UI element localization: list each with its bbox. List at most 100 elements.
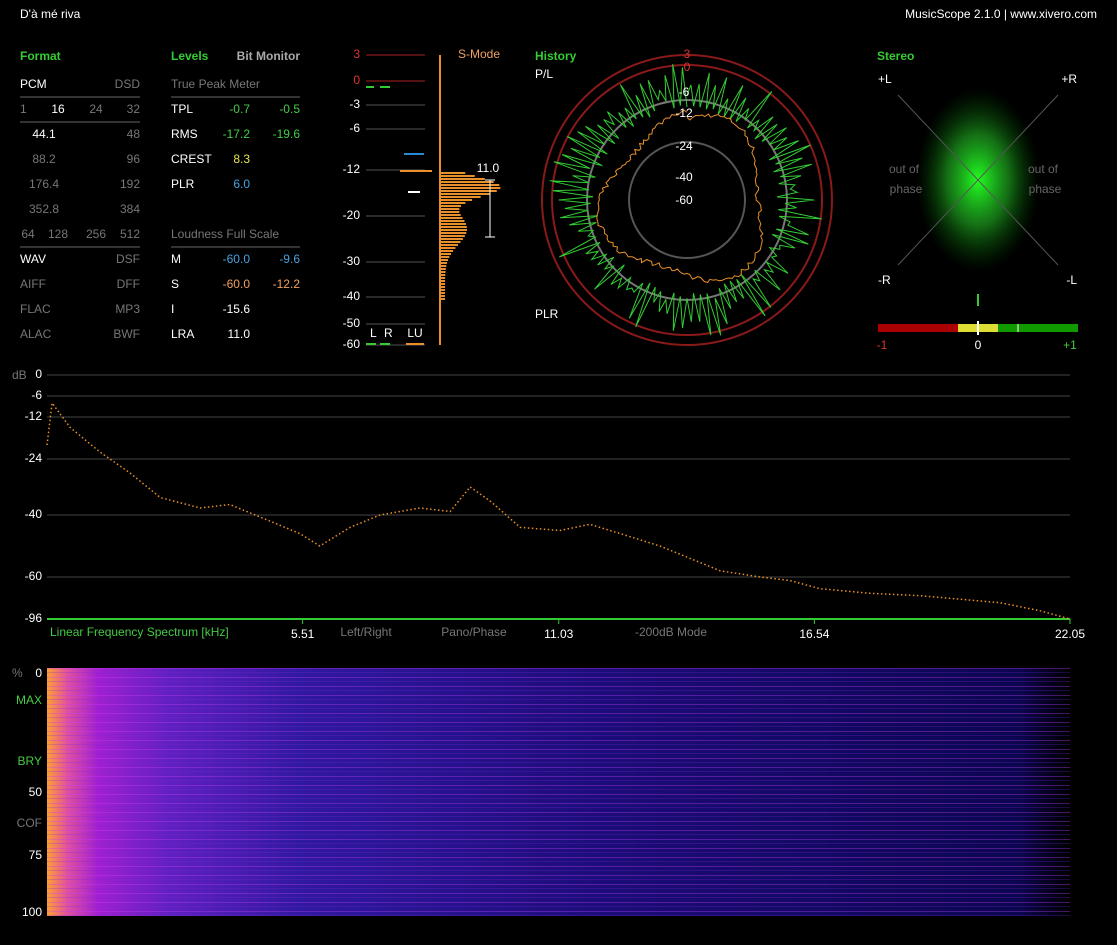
app-name: MusicScope 2.1.0 | www.xivero.com bbox=[905, 7, 1097, 21]
format-cell: 96 bbox=[127, 152, 141, 166]
meter-hist bbox=[441, 244, 458, 246]
phase-label: phase bbox=[890, 182, 923, 196]
meter-tick-label: -60 bbox=[343, 337, 361, 351]
phase-label: phase bbox=[1029, 182, 1062, 196]
spectrogram-label: 100 bbox=[22, 905, 42, 919]
stereo-corner: -L bbox=[1066, 273, 1077, 287]
meter-hist bbox=[441, 211, 460, 213]
panel-title: History bbox=[535, 49, 577, 63]
y-tick-label: -6 bbox=[31, 388, 42, 402]
meter-hist bbox=[441, 172, 466, 174]
stereo-corner: +R bbox=[1061, 72, 1077, 86]
level-cell: 6.0 bbox=[233, 177, 250, 191]
x-tick-label: 16.54 bbox=[799, 627, 829, 641]
meter-hist bbox=[441, 283, 446, 285]
axis-unit: dB bbox=[12, 368, 27, 382]
history-label: PLR bbox=[535, 307, 559, 321]
level-cell: RMS bbox=[171, 127, 198, 141]
ring-label: -24 bbox=[675, 139, 693, 153]
y-tick-label: -24 bbox=[25, 451, 43, 465]
level-cell: CREST bbox=[171, 152, 212, 166]
mode-button[interactable]: -200dB Mode bbox=[635, 625, 707, 639]
meter-hist bbox=[441, 250, 454, 252]
format-cell: 1 bbox=[20, 102, 27, 116]
format-cell: 44.1 bbox=[32, 127, 56, 141]
format-cell: 88.2 bbox=[32, 152, 56, 166]
phase-label: out of bbox=[1028, 162, 1059, 176]
level-cell: -17.2 bbox=[223, 127, 251, 141]
format-cell: PCM bbox=[20, 77, 47, 91]
y-tick-label: -40 bbox=[25, 507, 43, 521]
ring-label: -6 bbox=[679, 85, 690, 99]
meter-hist bbox=[441, 277, 446, 279]
meter-tick-label: -40 bbox=[343, 289, 361, 303]
meter-hist bbox=[441, 286, 446, 288]
meter-hist bbox=[441, 295, 446, 297]
level-cell: -60.0 bbox=[223, 252, 251, 266]
meter-channel: L bbox=[370, 326, 377, 340]
history-peaks bbox=[549, 64, 822, 336]
meter-hist bbox=[441, 196, 481, 198]
meter-hist bbox=[441, 289, 446, 291]
spectrogram bbox=[47, 668, 1070, 916]
axis-unit: % bbox=[12, 666, 23, 680]
phase-label: out of bbox=[889, 162, 920, 176]
level-cell: PLR bbox=[171, 177, 195, 191]
level-cell: -0.5 bbox=[279, 102, 300, 116]
stereo-corner: -R bbox=[878, 273, 891, 287]
meter-hist bbox=[441, 199, 473, 201]
ring-label: 3 bbox=[684, 47, 691, 61]
meter-hist bbox=[441, 268, 446, 270]
ring-label: -60 bbox=[675, 193, 693, 207]
spectrogram-label: BRY bbox=[18, 754, 42, 768]
meter-hist bbox=[441, 259, 449, 261]
format-cell: 32 bbox=[127, 102, 141, 116]
meter-tick-label: 3 bbox=[353, 47, 360, 61]
x-tick-label: 22.05 bbox=[1055, 627, 1085, 641]
stereo-corner: +L bbox=[878, 72, 892, 86]
meter-hist bbox=[441, 205, 462, 207]
y-tick-label: 0 bbox=[35, 367, 42, 381]
section-title: Loudness Full Scale bbox=[171, 227, 279, 241]
meter-hist bbox=[441, 229, 467, 231]
meter-hist bbox=[441, 187, 501, 189]
meter-range: 11.0 bbox=[477, 161, 500, 175]
format-cell: ALAC bbox=[20, 327, 52, 341]
mode-button[interactable]: Left/Right bbox=[340, 625, 392, 639]
level-cell: 11.0 bbox=[228, 327, 251, 341]
level-cell: -9.6 bbox=[279, 252, 300, 266]
x-tick-label: 11.03 bbox=[544, 627, 573, 641]
spectrogram-label: COF bbox=[17, 816, 42, 830]
panel-title: Levels bbox=[171, 49, 209, 63]
x-axis-title: Linear Frequency Spectrum [kHz] bbox=[50, 625, 229, 639]
level-cell: -0.7 bbox=[229, 102, 250, 116]
meter-tick-label: -50 bbox=[343, 316, 361, 330]
corr-label: 0 bbox=[975, 338, 982, 352]
mode-button[interactable]: Pano/Phase bbox=[441, 625, 507, 639]
level-cell: S bbox=[171, 277, 179, 291]
meter-hist bbox=[441, 178, 485, 180]
history-ring bbox=[541, 54, 833, 346]
history-ring bbox=[551, 64, 823, 336]
meter-hist bbox=[441, 238, 463, 240]
meter-channel: LU bbox=[407, 326, 422, 340]
meter-tick-label: -20 bbox=[343, 208, 361, 222]
format-cell: 192 bbox=[120, 177, 140, 191]
panel-title: Format bbox=[20, 49, 61, 63]
format-cell: DSF bbox=[116, 252, 140, 266]
format-cell: 256 bbox=[86, 227, 106, 241]
level-cell: M bbox=[171, 252, 181, 266]
corr-bar bbox=[998, 324, 1078, 332]
format-cell: 512 bbox=[120, 227, 140, 241]
format-cell: AIFF bbox=[20, 277, 46, 291]
meter-hist bbox=[441, 274, 446, 276]
meter-hist bbox=[441, 256, 450, 258]
spectrogram-label: 0 bbox=[35, 666, 42, 680]
level-cell: -19.6 bbox=[273, 127, 301, 141]
meter-hist bbox=[441, 262, 448, 264]
level-cell: I bbox=[171, 302, 174, 316]
meter-hist bbox=[441, 253, 452, 255]
format-cell: 352.8 bbox=[29, 202, 59, 216]
level-cell: -15.6 bbox=[223, 302, 251, 316]
